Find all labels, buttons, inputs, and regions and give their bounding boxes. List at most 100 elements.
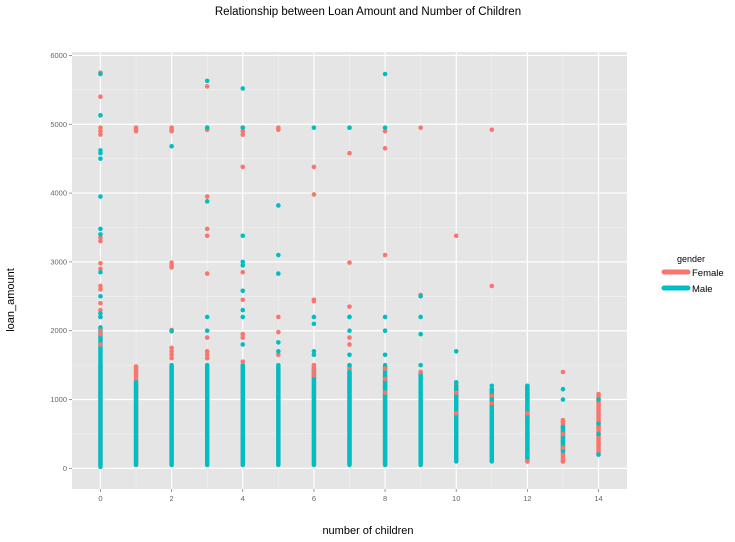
point-male	[311, 125, 317, 131]
point-female	[204, 194, 210, 199]
point-male	[596, 397, 601, 402]
point-male	[98, 232, 103, 237]
point-columns	[98, 325, 601, 470]
x-tick-label: 6	[312, 494, 316, 503]
y-tick-label: 2000	[50, 326, 67, 335]
point-female	[560, 445, 566, 451]
point-male	[453, 380, 459, 385]
point-male	[382, 125, 388, 131]
point-female	[276, 329, 281, 335]
point-male	[98, 294, 103, 299]
point-female	[169, 345, 174, 351]
point-female	[489, 400, 495, 406]
point-column-male	[454, 383, 459, 464]
point-male	[453, 400, 459, 406]
point-male	[169, 328, 174, 334]
point-column-male	[204, 362, 210, 468]
point-female	[98, 94, 103, 100]
point-male	[596, 452, 601, 457]
scatter-points	[98, 70, 601, 464]
point-female	[347, 342, 352, 347]
point-male	[98, 226, 103, 232]
point-female	[133, 364, 139, 369]
point-female	[311, 298, 317, 304]
point-male	[311, 349, 317, 354]
point-female	[596, 424, 601, 430]
point-column-male	[276, 362, 281, 468]
point-female	[382, 128, 388, 134]
point-female	[347, 260, 352, 265]
point-female	[525, 459, 530, 464]
legend-label-male: Male	[692, 284, 713, 295]
point-female	[347, 335, 352, 340]
point-male	[418, 331, 423, 337]
point-male	[489, 383, 495, 389]
point-male	[98, 314, 103, 320]
point-column-male	[98, 325, 103, 470]
point-male	[311, 314, 317, 320]
point-male	[311, 321, 317, 327]
point-female	[240, 164, 246, 170]
point-female	[98, 266, 103, 272]
point-female	[382, 366, 388, 371]
point-male	[276, 203, 281, 208]
point-female	[347, 150, 352, 156]
legend: gender Female Male	[661, 254, 724, 295]
point-female	[240, 128, 246, 134]
point-female	[204, 233, 210, 239]
point-female	[240, 331, 246, 337]
point-female	[525, 410, 530, 416]
point-male	[418, 314, 423, 320]
point-male	[204, 199, 210, 204]
point-female	[596, 391, 601, 397]
point-female	[98, 287, 103, 292]
point-female	[169, 128, 174, 134]
point-male	[98, 194, 103, 199]
point-male	[347, 352, 352, 358]
point-female	[560, 369, 566, 375]
point-female	[382, 390, 388, 395]
point-male	[525, 397, 530, 402]
point-column-male	[418, 369, 423, 468]
point-female	[98, 342, 103, 347]
x-tick-label: 10	[452, 494, 460, 503]
point-male	[276, 349, 281, 354]
point-female	[133, 128, 139, 134]
point-male	[98, 156, 103, 161]
point-male	[382, 71, 388, 77]
point-male	[240, 342, 246, 347]
point-male	[240, 233, 246, 239]
point-female	[418, 125, 423, 131]
point-male	[240, 125, 246, 131]
point-male	[560, 397, 566, 402]
point-female	[240, 132, 246, 137]
point-male	[560, 424, 566, 430]
point-male	[240, 259, 246, 265]
y-tick-label: 1000	[50, 395, 67, 404]
point-male	[240, 263, 246, 268]
point-female	[98, 307, 103, 313]
point-female	[276, 127, 281, 133]
point-female	[98, 260, 103, 266]
point-female	[204, 271, 210, 276]
point-female	[133, 371, 139, 376]
point-male	[382, 328, 388, 334]
legend-label-female: Female	[692, 268, 724, 279]
point-female	[169, 352, 174, 358]
legend-title: gender	[677, 254, 705, 264]
point-male	[276, 271, 281, 276]
point-male	[347, 328, 352, 334]
point-female	[98, 238, 103, 244]
point-female	[418, 369, 423, 375]
point-male	[525, 386, 530, 392]
y-tick-label: 5000	[50, 120, 67, 129]
point-female	[204, 84, 210, 89]
point-column-male	[347, 369, 352, 468]
point-male	[98, 311, 103, 316]
point-male	[525, 383, 530, 389]
point-male	[276, 252, 281, 258]
point-male	[347, 125, 352, 131]
point-male	[560, 438, 566, 444]
point-female	[560, 417, 566, 423]
